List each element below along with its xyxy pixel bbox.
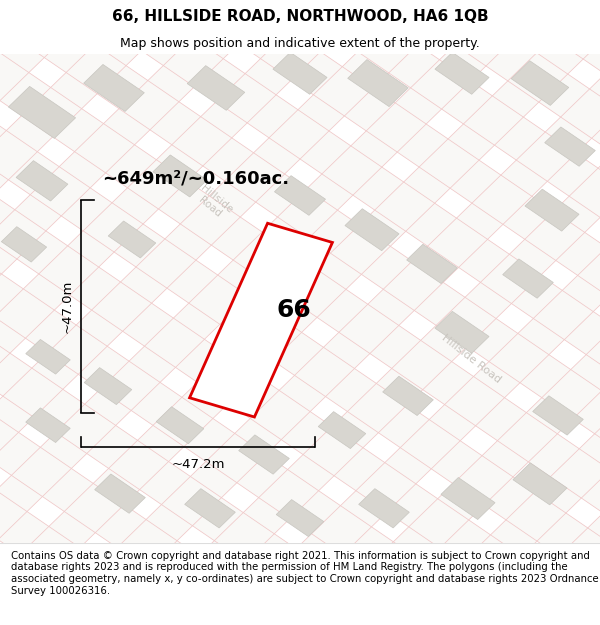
Polygon shape [0,0,600,329]
Polygon shape [407,244,457,284]
Polygon shape [359,489,409,528]
Polygon shape [347,59,409,107]
Polygon shape [84,368,132,404]
Polygon shape [185,489,235,528]
Text: ~47.0m: ~47.0m [61,280,74,333]
Polygon shape [513,463,567,505]
Text: ~47.2m: ~47.2m [171,458,225,471]
Polygon shape [318,412,366,449]
Polygon shape [83,64,145,111]
Text: 66: 66 [277,298,311,322]
Polygon shape [0,0,600,414]
Polygon shape [0,253,598,625]
Polygon shape [0,0,211,625]
Polygon shape [0,167,600,625]
Polygon shape [0,21,600,625]
Polygon shape [273,52,327,94]
Polygon shape [435,311,489,353]
Text: Hillside Road: Hillside Road [440,333,502,386]
Polygon shape [0,0,264,625]
Polygon shape [276,499,324,536]
Polygon shape [239,435,289,474]
Polygon shape [108,221,156,258]
Polygon shape [0,382,464,625]
Polygon shape [0,339,509,625]
Polygon shape [0,511,331,625]
Polygon shape [0,57,600,625]
Polygon shape [0,93,600,625]
Polygon shape [0,210,600,625]
Text: 66, HILLSIDE ROAD, NORTHWOOD, HA6 1QB: 66, HILLSIDE ROAD, NORTHWOOD, HA6 1QB [112,9,488,24]
Polygon shape [0,0,423,625]
Polygon shape [435,52,489,94]
Polygon shape [0,0,370,625]
Polygon shape [0,81,600,625]
Polygon shape [0,0,600,458]
Polygon shape [0,38,600,625]
Polygon shape [0,201,600,625]
Polygon shape [190,223,332,417]
Polygon shape [0,0,158,625]
Polygon shape [0,124,600,625]
Polygon shape [0,0,600,544]
Polygon shape [0,425,420,625]
Polygon shape [525,189,579,231]
Polygon shape [0,274,600,625]
Polygon shape [26,339,70,374]
Text: Contains OS data © Crown copyright and database right 2021. This information is : Contains OS data © Crown copyright and d… [11,551,598,596]
Polygon shape [0,0,106,625]
Polygon shape [0,0,581,625]
Polygon shape [187,66,245,110]
Polygon shape [156,407,204,444]
Polygon shape [274,176,326,216]
Polygon shape [26,408,70,442]
Polygon shape [0,129,600,625]
Polygon shape [16,161,68,201]
Polygon shape [0,0,600,587]
Polygon shape [441,478,495,519]
Polygon shape [511,61,569,106]
Polygon shape [1,227,47,262]
Polygon shape [383,376,433,416]
Polygon shape [0,0,600,372]
Polygon shape [0,0,317,625]
Text: Map shows position and indicative extent of the property.: Map shows position and indicative extent… [120,36,480,49]
Polygon shape [0,468,376,625]
Polygon shape [0,238,600,625]
Polygon shape [533,396,583,435]
Polygon shape [545,127,595,166]
Text: Hillside
Road: Hillside Road [191,182,235,223]
Polygon shape [8,86,76,138]
Polygon shape [0,166,600,625]
Polygon shape [503,259,553,298]
